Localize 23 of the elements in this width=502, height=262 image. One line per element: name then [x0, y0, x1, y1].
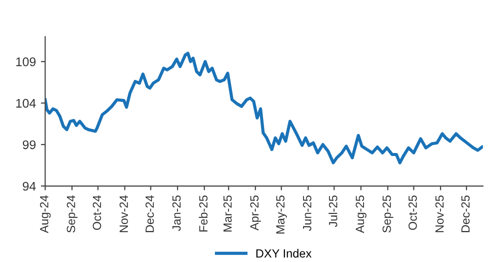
line-series — [45, 52, 483, 164]
x-tick-label: Nov-25 — [435, 196, 444, 232]
legend-label: DXY Index — [256, 248, 312, 258]
x-tick-label: Sep-25 — [382, 196, 394, 233]
x-tick-label: Mar-25 — [223, 196, 232, 232]
x-tick-label: Oct-25 — [408, 196, 417, 230]
x-tick-label: Aug-25 — [356, 196, 366, 234]
x-tick-label: Apr-25 — [250, 196, 261, 230]
x-tick-label: Sep-24 — [66, 195, 78, 233]
x-tick-label: May-25 — [276, 196, 287, 234]
x-tick-label: Dec-24 — [146, 195, 154, 232]
y-tick-label: 109 — [16, 57, 36, 66]
y-tick-label: 104 — [16, 98, 36, 108]
x-tick-label: Dec-25 — [461, 196, 470, 232]
x-tick-label: Oct-24 — [92, 195, 102, 230]
x-tick-label: Nov-24 — [120, 195, 128, 232]
x-tick-label: Jul-25 — [328, 196, 338, 228]
y-tick-label: 94 — [22, 182, 36, 191]
x-tick-label: Aug-24 — [40, 195, 51, 234]
x-tick-label: Jan-25 — [172, 196, 181, 231]
y-tick-label: 99 — [22, 140, 36, 150]
x-tick-label: Jun-25 — [302, 196, 312, 231]
x-tick-label: Feb-25 — [198, 196, 208, 232]
